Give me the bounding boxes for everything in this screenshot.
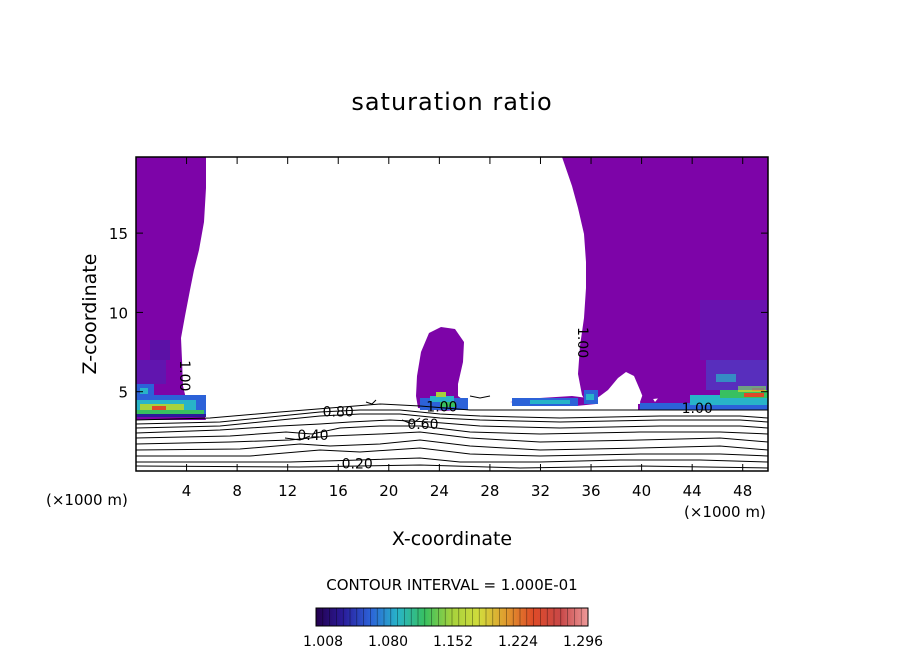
x-tick-label: 12 (278, 482, 297, 500)
colorbar-tick-label: 1.296 (563, 634, 603, 650)
contour-lines (136, 395, 768, 469)
contour-label: 0.20 (342, 457, 373, 473)
x-tick-label: 48 (733, 482, 752, 500)
supersaturated-region-center (416, 327, 467, 411)
high-ratio-patches-right (640, 300, 768, 410)
y-axis-label: Z-coordinate (79, 253, 101, 375)
colorbar-tick-labels: 1.008 1.080 1.152 1.224 1.296 (303, 634, 603, 650)
x-tick-label: 4 (182, 482, 192, 500)
contour-label: 1.00 (574, 327, 590, 358)
colorbar-tick-label: 1.224 (498, 634, 538, 650)
y-tick-label: 5 (118, 384, 128, 402)
x-axis-label: X-coordinate (391, 528, 513, 550)
y-tick-label: 15 (109, 225, 128, 243)
x-tick-label: 16 (329, 482, 348, 500)
x-tick-label: 36 (581, 482, 600, 500)
x-axis-unit: (×1000 m) (684, 503, 766, 521)
x-axis-ticks: 4 8 12 16 20 24 28 32 36 40 44 48 (182, 157, 752, 500)
chart-title: saturation ratio (351, 88, 553, 116)
x-tick-label: 44 (683, 482, 702, 500)
contour-interval-note: CONTOUR INTERVAL = 1.000E-01 (326, 576, 578, 594)
colorbar-cells (322, 608, 582, 626)
contour-label: 1.00 (682, 401, 713, 417)
colorbar: 1.008 1.080 1.152 1.224 1.296 (303, 607, 603, 650)
x-tick-label: 32 (531, 482, 550, 500)
contour-label: 0.60 (407, 417, 438, 433)
contour-label: 1.00 (176, 360, 192, 391)
high-ratio-patches-left (136, 340, 206, 417)
x-tick-label: 24 (430, 482, 449, 500)
colorbar-frame (315, 607, 589, 627)
contour-label: 0.80 (323, 404, 354, 420)
y-axis-ticks: 5 10 15 (109, 225, 768, 402)
contour-labels: 0.20 0.40 0.60 0.80 1.00 1.00 1.00 1.00 (176, 327, 713, 473)
x-tick-label: 40 (632, 482, 651, 500)
x-tick-label: 20 (379, 482, 398, 500)
plot-frame (135, 156, 769, 472)
x-tick-label: 8 (232, 482, 242, 500)
colorbar-tick-label: 1.080 (368, 634, 408, 650)
y-tick-label: 10 (109, 304, 128, 322)
y-axis-unit: (×1000 m) (46, 491, 128, 509)
colorbar-tick-label: 1.008 (303, 634, 343, 650)
contour-label: 0.40 (297, 428, 328, 444)
colorbar-tick-label: 1.152 (433, 634, 473, 650)
contour-label: 1.00 (426, 400, 457, 416)
plot-area (136, 157, 768, 469)
x-tick-label: 28 (480, 482, 499, 500)
supersaturated-region-right (562, 157, 768, 410)
